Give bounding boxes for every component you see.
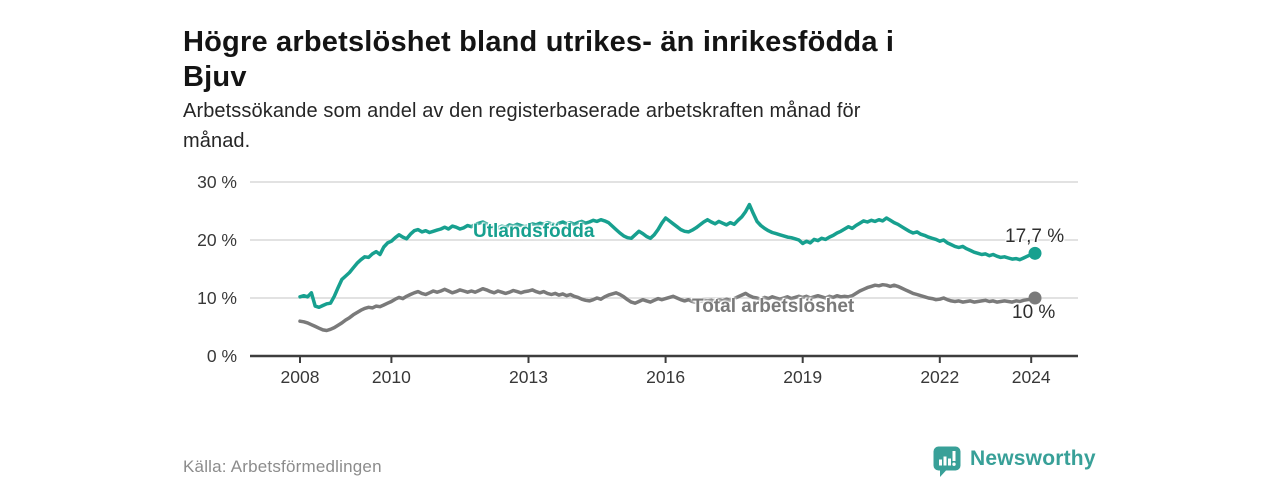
- series-line-total: [298, 282, 1037, 333]
- series-end-dot-utlandsfodda: [1028, 246, 1042, 260]
- x-tick-label-2008: 2008: [281, 367, 320, 387]
- y-tick-label-20: 20 %: [197, 230, 237, 250]
- series-end-dot-total: [1028, 291, 1042, 305]
- y-tick-label-0: 0 %: [207, 346, 237, 366]
- newsworthy-logo-text: Newsworthy: [970, 447, 1096, 470]
- line-chart: 0 % 10 % 20 % 30 % 2008 2010 2013 2016 2019 2022…: [197, 172, 1078, 387]
- x-tick-label-2019: 2019: [783, 367, 822, 387]
- x-tick-label-2013: 2013: [509, 367, 548, 387]
- x-axis: [250, 354, 1078, 363]
- end-value-label-utlandsfodda: 17,7 %: [1005, 226, 1065, 247]
- series-label-utlandsfodda: Utlandsfödda: [473, 221, 595, 242]
- series-label-total-arbetsloshet: Total arbetslöshet: [692, 296, 855, 317]
- x-tick-label-2010: 2010: [372, 367, 411, 387]
- end-value-label-total-arbetsloshet: 10 %: [1012, 302, 1056, 323]
- y-axis-tick-labels: 0 % 10 % 20 % 30 %: [197, 172, 237, 366]
- x-tick-label-2024: 2024: [1012, 367, 1051, 387]
- chart-title: Högre arbetslöshet bland utrikes- än inr…: [183, 25, 1103, 95]
- gridlines: [250, 181, 1078, 299]
- y-tick-label-10: 10 %: [197, 288, 237, 308]
- series-end-dots: [1028, 246, 1042, 305]
- source-credit: Källa: Arbetsförmedlingen: [183, 457, 382, 476]
- series-line-utlandsfodda: [298, 202, 1037, 310]
- bar-chart-speech-bubble-icon: [933, 446, 961, 477]
- chart-subtitle: Arbetssökande som andel av den registerb…: [183, 96, 1063, 156]
- chart-title-line-1: Högre arbetslöshet bland utrikes- än inr…: [183, 26, 895, 59]
- x-tick-label-2022: 2022: [920, 367, 959, 387]
- x-tick-label-2016: 2016: [646, 367, 685, 387]
- newsworthy-logo: Newsworthy: [933, 445, 1096, 477]
- y-tick-label-30: 30 %: [197, 172, 237, 192]
- chart-subtitle-line-1: Arbetssökande som andel av den registerb…: [183, 100, 861, 122]
- series-lines: [298, 202, 1037, 333]
- chart-title-line-2: Bjuv: [183, 61, 247, 94]
- chart-subtitle-line-2: månad.: [183, 130, 251, 152]
- x-axis-tick-labels: 2008 2010 2013 2016 2019 2022 2024: [281, 367, 1051, 387]
